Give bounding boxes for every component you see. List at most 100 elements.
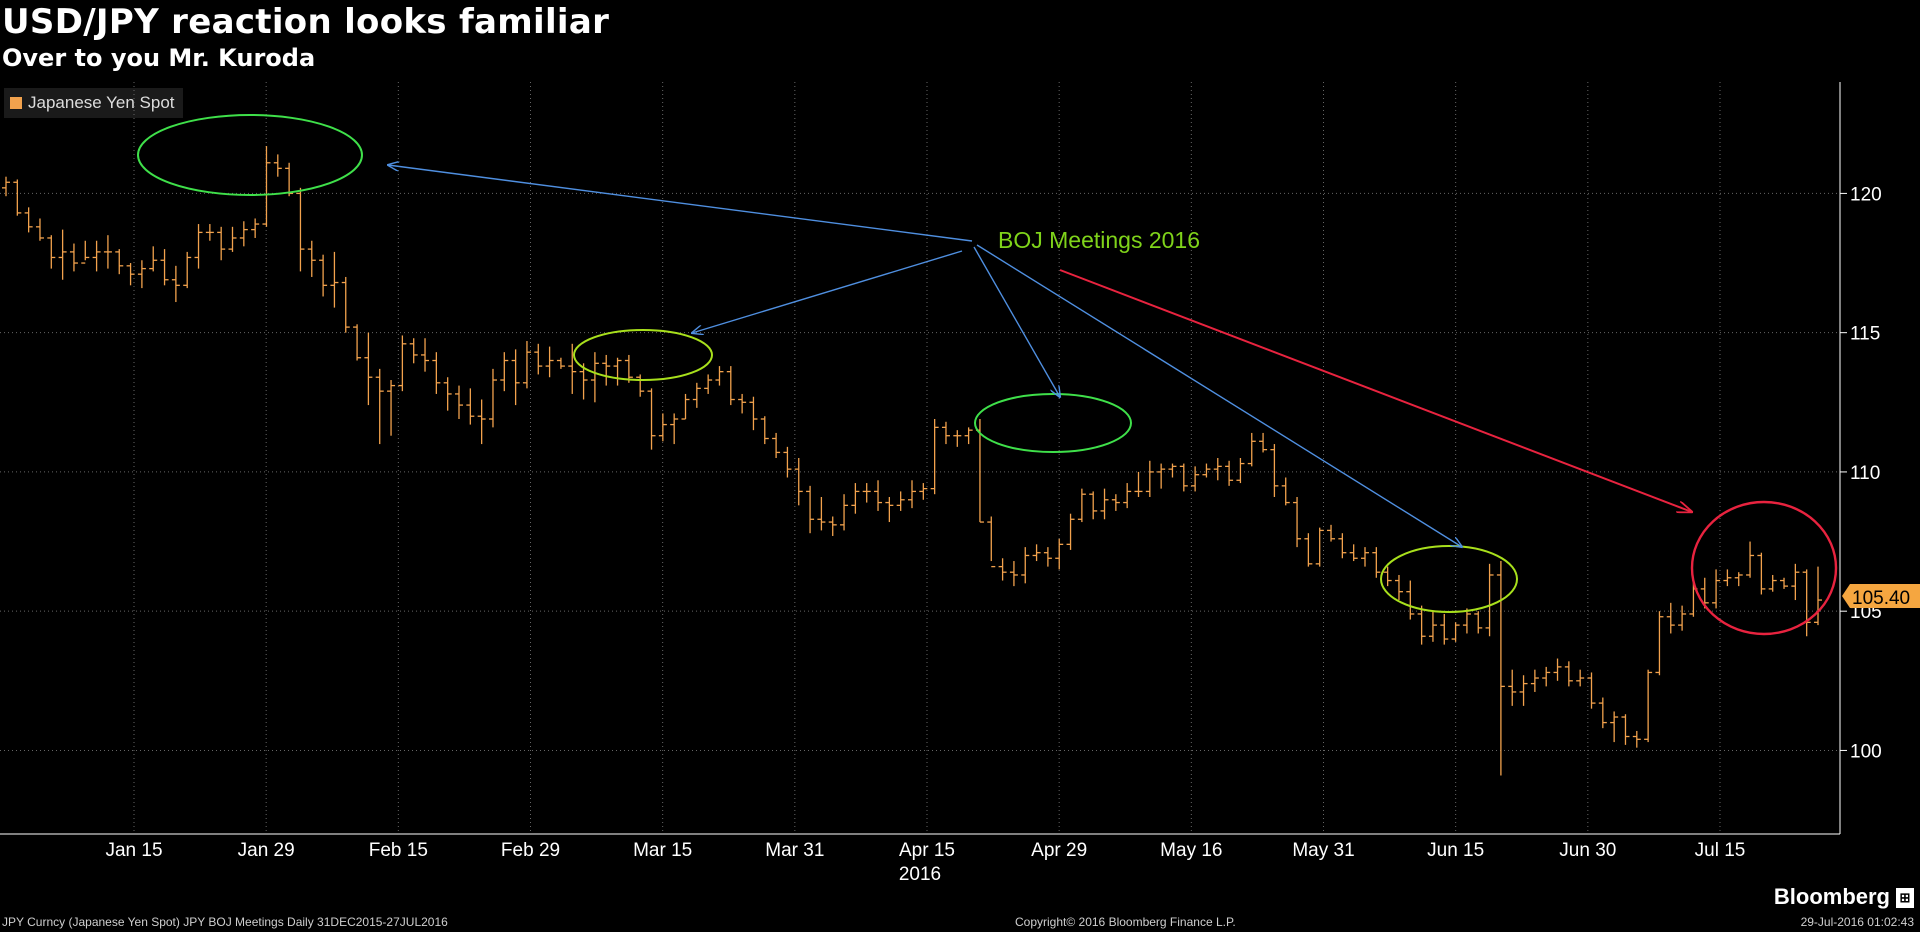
ohlc-bar bbox=[341, 276, 350, 333]
ohlc-bar bbox=[817, 496, 826, 531]
ohlc-bar bbox=[1791, 563, 1800, 601]
ohlc-bar bbox=[1157, 463, 1166, 489]
ohlc-bar bbox=[1383, 566, 1392, 587]
ohlc-bar bbox=[908, 480, 916, 509]
ohlc-bar bbox=[1576, 669, 1585, 687]
footer-timestamp: 29-Jul-2016 01:02:43 bbox=[1800, 915, 1914, 929]
ohlc-bar bbox=[1666, 602, 1675, 634]
ohlc-bar bbox=[1474, 611, 1483, 634]
ohlc-bar bbox=[1236, 458, 1245, 484]
footer-copyright: Copyright© 2016 Bloomberg Finance L.P. bbox=[1015, 915, 1236, 929]
ohlc-bar bbox=[1123, 483, 1132, 509]
ohlc-bar bbox=[1066, 513, 1075, 550]
y-tick-label: 120 bbox=[1850, 184, 1882, 205]
ohlc-bar bbox=[160, 249, 169, 286]
x-tick-label: May 31 bbox=[1292, 840, 1354, 861]
ohlc-bar bbox=[1700, 577, 1709, 609]
ohlc-bar bbox=[443, 377, 452, 411]
x-axis-year-label: 2016 bbox=[899, 864, 941, 885]
ohlc-bar bbox=[1281, 477, 1290, 506]
ohlc-bar bbox=[1814, 566, 1822, 626]
ohlc-bar bbox=[1598, 697, 1607, 729]
boj-jan-ellipse bbox=[137, 114, 363, 196]
ohlc-bar bbox=[772, 432, 781, 458]
ohlc-bar bbox=[941, 421, 950, 445]
ohlc-bar bbox=[58, 229, 67, 280]
ohlc-bar bbox=[1757, 552, 1766, 595]
ohlc-bar bbox=[375, 368, 384, 445]
boj-jun-ellipse bbox=[1380, 545, 1518, 613]
ohlc-bar bbox=[409, 338, 418, 364]
ohlc-bar bbox=[987, 516, 996, 568]
ohlc-bar bbox=[1111, 494, 1120, 511]
ohlc-bar bbox=[477, 399, 486, 445]
ohlc-bar bbox=[1349, 544, 1358, 562]
ohlc-bar bbox=[556, 357, 565, 369]
ohlc-bar bbox=[1508, 669, 1517, 706]
ohlc-bar bbox=[1496, 561, 1505, 776]
ohlc-bar bbox=[1734, 572, 1743, 587]
ohlc-bar bbox=[1417, 605, 1426, 645]
ohlc-bar bbox=[930, 419, 939, 495]
ohlc-bar bbox=[1780, 577, 1789, 589]
ohlc-bar bbox=[432, 352, 441, 394]
ohlc-bar bbox=[171, 265, 180, 303]
ohlc-bar bbox=[1225, 460, 1234, 486]
arrow-to-jan bbox=[388, 165, 973, 242]
ohlc-bar bbox=[92, 240, 101, 272]
ohlc-bar bbox=[228, 226, 237, 252]
ohlc-bar bbox=[1553, 658, 1562, 681]
ohlc-bar bbox=[466, 388, 475, 425]
x-tick-label: Jun 30 bbox=[1559, 840, 1616, 861]
ohlc-bar bbox=[760, 416, 769, 445]
ohlc-bar bbox=[602, 354, 611, 386]
ohlc-bar bbox=[1327, 524, 1336, 542]
ohlc-bar bbox=[874, 480, 883, 511]
ohlc-bar bbox=[1519, 675, 1528, 706]
ohlc-bar bbox=[1077, 488, 1086, 523]
x-tick-label: Jun 15 bbox=[1427, 840, 1484, 861]
ohlc-bar bbox=[205, 224, 214, 241]
y-tick-label: 110 bbox=[1850, 463, 1880, 484]
last-price-label: 105.40 bbox=[1852, 588, 1910, 609]
arrow-to-mar bbox=[692, 250, 963, 333]
bloomberg-icon: ⊞ bbox=[1896, 888, 1914, 908]
ohlc-bar bbox=[81, 240, 90, 264]
x-tick-label: Apr 29 bbox=[1031, 840, 1087, 861]
ohlc-bar bbox=[692, 382, 701, 408]
x-tick-label: Jul 15 bbox=[1695, 840, 1746, 861]
ohlc-bar bbox=[285, 162, 294, 197]
ohlc-bar bbox=[1394, 574, 1403, 601]
ohlc-bar bbox=[704, 374, 713, 394]
arrow-to-jun bbox=[976, 244, 1462, 547]
ohlc-bar bbox=[534, 343, 543, 375]
ohlc-bar bbox=[1100, 488, 1109, 520]
ohlc-bar bbox=[1610, 711, 1619, 743]
ohlc-bar bbox=[1406, 580, 1415, 620]
ohlc-bar bbox=[1621, 714, 1630, 745]
ohlc-bar bbox=[1768, 574, 1777, 592]
ohlc-bar bbox=[2, 176, 10, 197]
ohlc-bar bbox=[488, 368, 497, 428]
ohlc-bar bbox=[183, 251, 192, 289]
ohlc-bar bbox=[590, 352, 599, 403]
ohlc-bar bbox=[840, 494, 849, 531]
ohlc-bar bbox=[828, 516, 837, 536]
ohlc-bar bbox=[47, 235, 56, 269]
ohlc-bar bbox=[330, 251, 339, 308]
ohlc-bar bbox=[262, 146, 271, 227]
ohlc-bar bbox=[296, 187, 305, 272]
ohlc-bar bbox=[1428, 611, 1437, 642]
ohlc-bar bbox=[1372, 547, 1381, 578]
y-tick-label: 115 bbox=[1850, 324, 1880, 345]
ohlc-bar bbox=[545, 346, 554, 378]
ohlc-bar bbox=[1293, 496, 1302, 548]
ohlc-bar bbox=[1247, 432, 1256, 467]
x-tick-label: Jan 29 bbox=[238, 840, 295, 861]
x-tick-label: Feb 15 bbox=[369, 840, 428, 861]
ohlc-bar bbox=[1530, 669, 1539, 692]
ohlc-bar bbox=[1304, 533, 1313, 567]
legend-swatch bbox=[10, 97, 22, 109]
price-bars bbox=[2, 146, 1822, 776]
